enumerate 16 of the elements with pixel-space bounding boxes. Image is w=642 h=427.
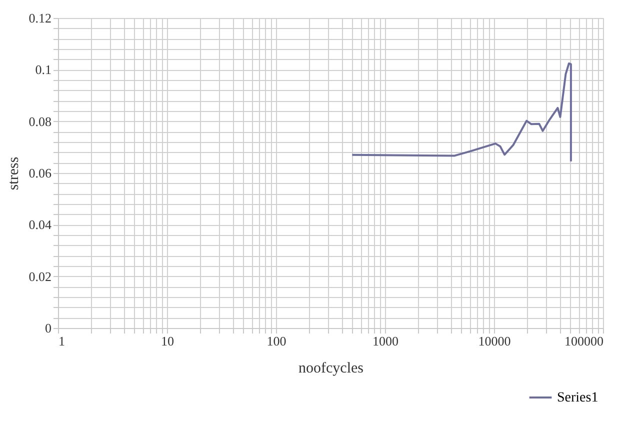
legend-label: Series1 — [557, 390, 598, 406]
y-tick-label: 0.02 — [28, 268, 52, 284]
x-tick-label: 1 — [58, 334, 65, 348]
x-tick-label: 10 — [161, 334, 174, 348]
y-tick-label: 0.12 — [28, 10, 52, 26]
y-tick-label: 0 — [45, 320, 52, 336]
x-tick-label: 1000 — [372, 334, 398, 348]
x-tick-label: 100 — [266, 334, 286, 348]
x-tick-label: 10000 — [478, 334, 511, 348]
y-tick-label: 0.1 — [35, 62, 52, 78]
y-tick-label: 0.04 — [28, 217, 52, 232]
x-axis-title: noofcycles — [298, 360, 364, 376]
x-tick-label: 100000 — [564, 334, 604, 348]
y-tick-label: 0.06 — [28, 166, 52, 180]
y-axis-title: stress — [6, 156, 22, 190]
y-tick-label: 0.08 — [28, 114, 52, 129]
